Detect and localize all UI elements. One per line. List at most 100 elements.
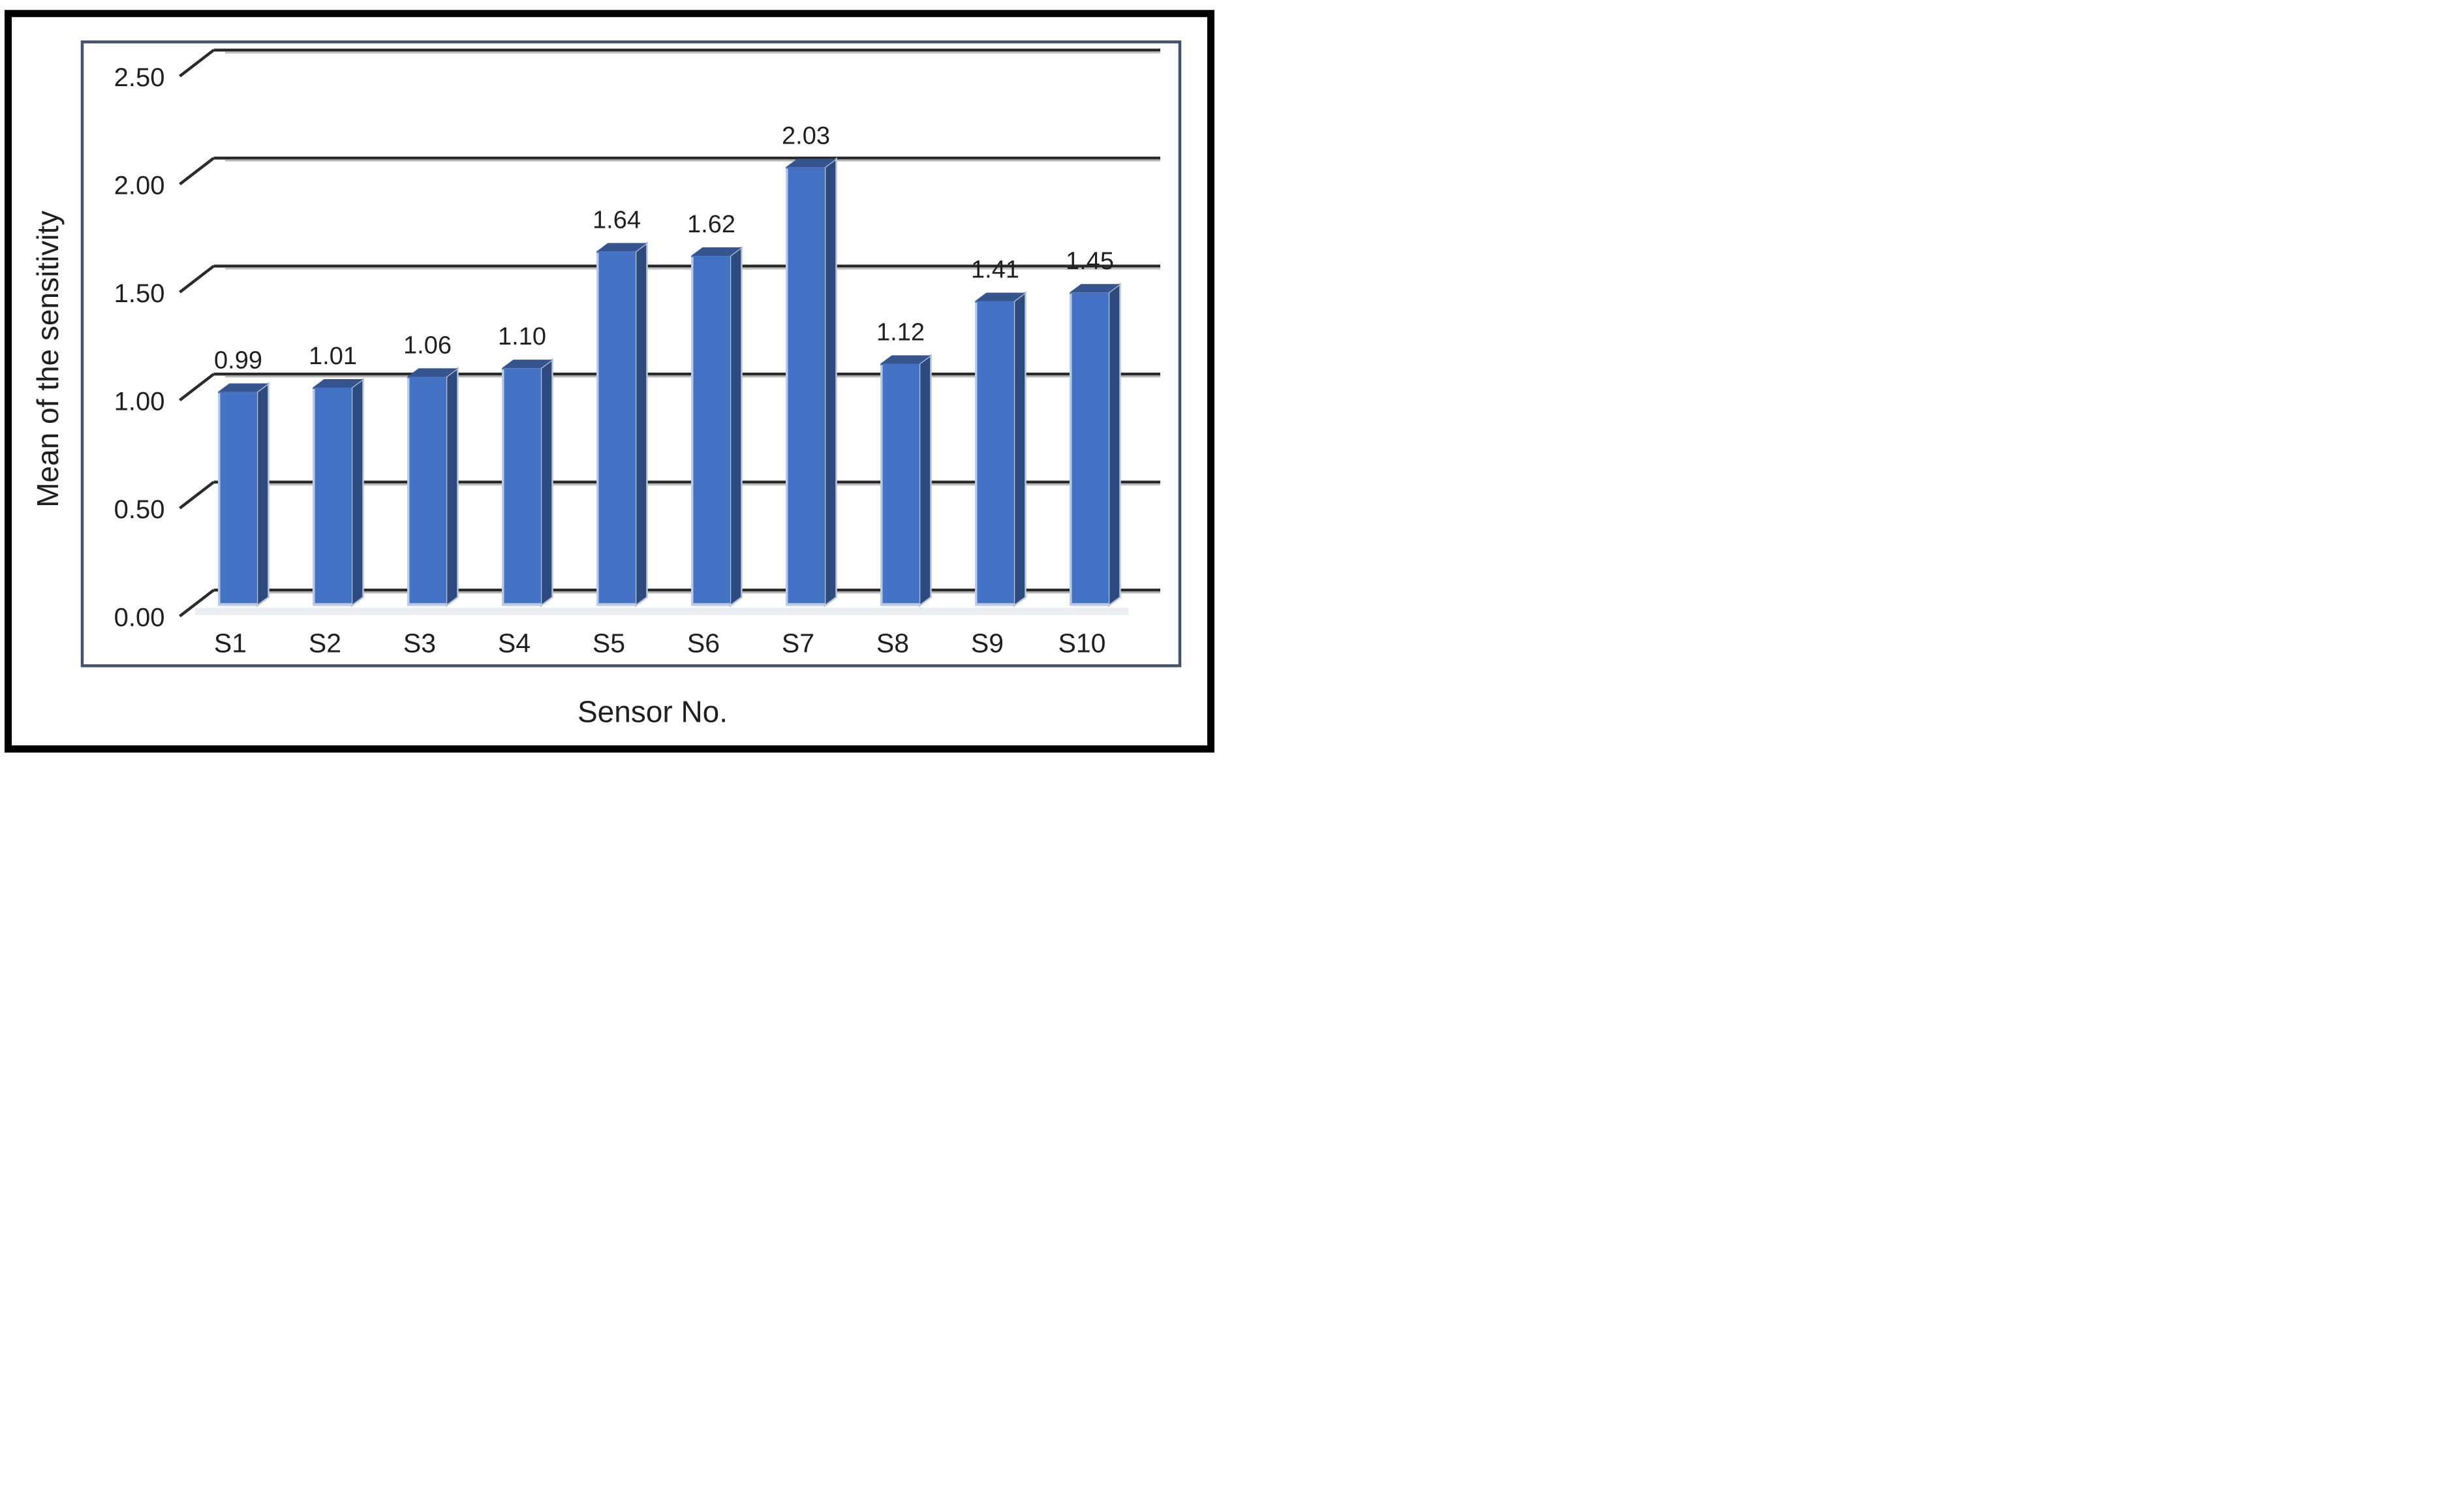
bar-bottom-highlight — [691, 603, 730, 606]
sensitivity-bar-chart-figure: 0.00 0.50 1.00 1.50 2.00 2.50 0.99 1.01 1.06 1.1… — [0, 0, 1219, 756]
bar-top-face — [691, 247, 742, 256]
bar-side-face — [729, 245, 743, 608]
bar-bottom-highlight — [596, 603, 636, 606]
plot-area-border — [80, 40, 1182, 668]
y-tick-connector — [179, 157, 215, 186]
y-tick-label: 0.00 — [114, 603, 165, 632]
bar-front-face — [313, 387, 352, 606]
bar-value-label: 2.03 — [782, 122, 830, 149]
bar-s7 — [786, 157, 837, 608]
bar-top-face — [596, 243, 647, 252]
bar-top-face — [407, 368, 458, 377]
bar-s10 — [1070, 282, 1121, 608]
bar-value-label: 1.62 — [687, 211, 735, 238]
bar-left-highlight — [975, 302, 978, 606]
bar-left-highlight — [1070, 294, 1072, 606]
bar-left-highlight — [313, 388, 315, 606]
y-tick-label: 2.50 — [114, 63, 165, 92]
y-tick-connector — [179, 48, 215, 78]
y-axis-tick-labels: 0.00 0.50 1.00 1.50 2.00 2.50 — [114, 63, 165, 632]
y-tick-label: 1.00 — [114, 387, 165, 416]
bar-front-face — [407, 377, 446, 606]
bar-bottom-highlight — [407, 603, 446, 606]
y-axis-title: Mean of the sensitivity — [31, 211, 65, 508]
bar-top-face — [1070, 284, 1120, 293]
bar-side-face — [1013, 291, 1026, 608]
y-tick-connector — [179, 589, 215, 618]
bar-side-face — [540, 358, 553, 608]
bar-side-face — [1107, 282, 1121, 608]
bar-top-face — [975, 292, 1026, 301]
bar-s9 — [975, 291, 1026, 608]
bar-front-face — [1070, 292, 1109, 606]
bar-side-face — [350, 377, 364, 608]
y-tick-connector — [179, 264, 215, 294]
bar-bottom-highlight — [313, 603, 352, 606]
bar-s5 — [596, 241, 648, 608]
x-category-label: S1 — [214, 628, 247, 658]
bar-value-label: 1.45 — [1066, 247, 1114, 275]
y-tick-connector — [179, 373, 215, 402]
bar-top-face — [313, 378, 363, 388]
bar-side-face — [445, 366, 459, 608]
bar-left-highlight — [880, 365, 883, 606]
x-category-label: S10 — [1058, 628, 1106, 658]
bar-value-label: 1.01 — [309, 343, 357, 370]
bar-s4 — [502, 358, 553, 608]
bar-side-face — [634, 241, 648, 608]
bar-bottom-highlight — [1070, 603, 1109, 606]
bar-front-face — [975, 301, 1014, 606]
x-category-label: S9 — [971, 628, 1004, 658]
x-category-label: S6 — [687, 628, 720, 658]
bar-value-label: 1.10 — [498, 323, 546, 350]
y-tick-connector — [179, 480, 215, 510]
bar-front-face — [218, 392, 257, 606]
bar-s8 — [880, 354, 932, 608]
bar-front-face — [880, 363, 919, 606]
bar-side-face — [256, 382, 270, 608]
bar-bottom-highlight — [880, 603, 919, 606]
x-axis-category-labels: S1 S2 S3 S4 S5 S6 S7 S8 S9 S10 — [214, 628, 1106, 658]
x-category-label: S2 — [309, 628, 341, 658]
bar-s3 — [407, 366, 459, 608]
bar-front-face — [502, 368, 541, 606]
bar-value-label: 0.99 — [214, 347, 262, 375]
bar-front-face — [691, 256, 730, 606]
bar-series — [218, 157, 1121, 608]
y-tick-label: 0.50 — [114, 495, 165, 524]
bar-front-face — [596, 251, 636, 606]
bar-s1 — [218, 382, 270, 608]
bar-value-label: 1.41 — [971, 256, 1019, 284]
bar-value-label: 1.64 — [593, 206, 641, 234]
bar-bottom-highlight — [502, 603, 541, 606]
bar-left-highlight — [691, 257, 694, 606]
bar-left-highlight — [502, 369, 504, 606]
bar-s6 — [691, 245, 743, 608]
x-category-label: S8 — [876, 628, 909, 658]
bar-value-label: 1.12 — [876, 319, 925, 347]
bar-left-highlight — [407, 378, 410, 606]
x-axis-title: Sensor No. — [578, 694, 728, 728]
bar-bottom-highlight — [975, 603, 1014, 606]
bar-left-highlight — [218, 393, 221, 606]
outer-border — [5, 10, 1214, 753]
data-labels: 0.99 1.01 1.06 1.10 1.64 1.62 2.03 1.12 1.41 1.45 — [214, 122, 1114, 374]
floor-strip — [195, 608, 1128, 615]
bar-top-face — [502, 360, 553, 369]
x-category-label: S7 — [782, 628, 814, 658]
bar-value-label: 1.06 — [403, 332, 452, 359]
y-tick-label: 1.50 — [114, 279, 165, 308]
bar-side-face — [824, 157, 837, 608]
bar-left-highlight — [786, 168, 788, 606]
bar-s2 — [313, 377, 364, 608]
x-category-label: S5 — [593, 628, 625, 658]
y-tick-label: 2.00 — [114, 171, 165, 200]
chart-floor — [195, 608, 1128, 615]
bar-top-face — [218, 383, 269, 392]
x-category-label: S3 — [403, 628, 436, 658]
bar-front-face — [786, 167, 825, 606]
bar-left-highlight — [596, 253, 599, 606]
bar-bottom-highlight — [786, 603, 825, 606]
bar-bottom-highlight — [218, 603, 257, 606]
bar-top-face — [786, 159, 837, 168]
